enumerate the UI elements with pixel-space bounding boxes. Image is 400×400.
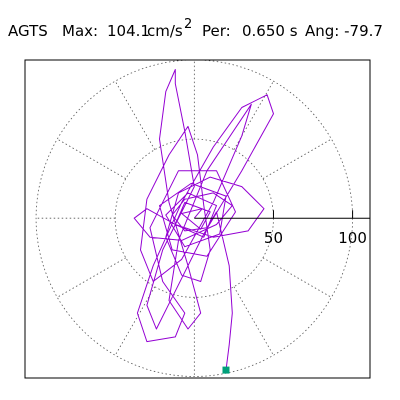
max-unit: cm/s <box>147 22 183 40</box>
grid-spoke <box>57 138 127 179</box>
max-unit-exponent: 2 <box>184 17 192 32</box>
axes: 50 100 <box>194 210 370 247</box>
grid-spoke <box>262 138 332 179</box>
grid-spoke <box>114 80 156 150</box>
tick-label: 50 <box>264 229 283 247</box>
grid-spoke <box>262 257 332 298</box>
period-label: Per: <box>202 22 231 40</box>
max-value: 104.1 <box>107 22 150 40</box>
grid-spoke <box>57 257 127 298</box>
motion-trace <box>133 69 274 371</box>
max-label: Max: <box>62 22 98 40</box>
grid-spoke <box>114 286 156 356</box>
station: AGTS <box>8 22 48 40</box>
chart-title: AGTS Max: 104.1 cm/s 2 Per: 0.650 s Ang:… <box>0 14 397 40</box>
end-marker <box>222 366 230 374</box>
tick-label: 100 <box>338 229 367 247</box>
grid-spoke <box>233 286 274 356</box>
period-value: 0.650 s <box>242 22 298 40</box>
angle: Ang: -79.7 <box>305 22 383 40</box>
plot-frame <box>24 59 371 379</box>
